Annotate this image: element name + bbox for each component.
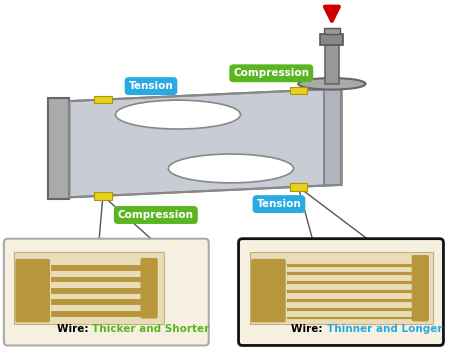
Ellipse shape bbox=[115, 100, 240, 129]
Text: Thinner and Longer: Thinner and Longer bbox=[326, 324, 442, 334]
Text: Wire:: Wire: bbox=[292, 324, 326, 334]
FancyBboxPatch shape bbox=[250, 252, 433, 324]
FancyBboxPatch shape bbox=[14, 252, 164, 324]
FancyBboxPatch shape bbox=[286, 271, 418, 275]
FancyBboxPatch shape bbox=[94, 192, 112, 199]
FancyBboxPatch shape bbox=[50, 310, 146, 316]
FancyBboxPatch shape bbox=[48, 98, 69, 199]
Ellipse shape bbox=[298, 78, 365, 90]
FancyBboxPatch shape bbox=[324, 28, 339, 34]
FancyBboxPatch shape bbox=[325, 44, 339, 84]
Text: Tension: Tension bbox=[257, 199, 301, 209]
FancyBboxPatch shape bbox=[94, 96, 112, 103]
FancyBboxPatch shape bbox=[251, 290, 286, 322]
FancyBboxPatch shape bbox=[286, 298, 418, 302]
FancyBboxPatch shape bbox=[290, 183, 307, 191]
Text: Compression: Compression bbox=[233, 68, 309, 78]
Text: Tension: Tension bbox=[129, 81, 173, 91]
FancyBboxPatch shape bbox=[50, 276, 146, 283]
FancyBboxPatch shape bbox=[286, 263, 418, 266]
Text: Compression: Compression bbox=[118, 210, 194, 220]
Text: Wire:: Wire: bbox=[57, 324, 92, 334]
FancyBboxPatch shape bbox=[50, 264, 146, 271]
FancyBboxPatch shape bbox=[140, 258, 158, 319]
FancyBboxPatch shape bbox=[50, 298, 146, 305]
FancyBboxPatch shape bbox=[286, 289, 418, 293]
FancyBboxPatch shape bbox=[286, 307, 418, 311]
Polygon shape bbox=[69, 89, 341, 197]
FancyBboxPatch shape bbox=[286, 280, 418, 284]
FancyBboxPatch shape bbox=[50, 287, 146, 294]
Ellipse shape bbox=[168, 154, 293, 183]
FancyBboxPatch shape bbox=[286, 316, 418, 319]
FancyBboxPatch shape bbox=[290, 87, 307, 94]
FancyBboxPatch shape bbox=[412, 255, 429, 321]
FancyBboxPatch shape bbox=[15, 290, 50, 322]
FancyBboxPatch shape bbox=[251, 259, 286, 292]
FancyBboxPatch shape bbox=[320, 34, 344, 45]
Polygon shape bbox=[324, 89, 341, 185]
FancyBboxPatch shape bbox=[15, 259, 50, 292]
FancyBboxPatch shape bbox=[239, 239, 444, 346]
FancyBboxPatch shape bbox=[4, 239, 209, 346]
Text: Thicker and Shorter: Thicker and Shorter bbox=[92, 324, 209, 334]
